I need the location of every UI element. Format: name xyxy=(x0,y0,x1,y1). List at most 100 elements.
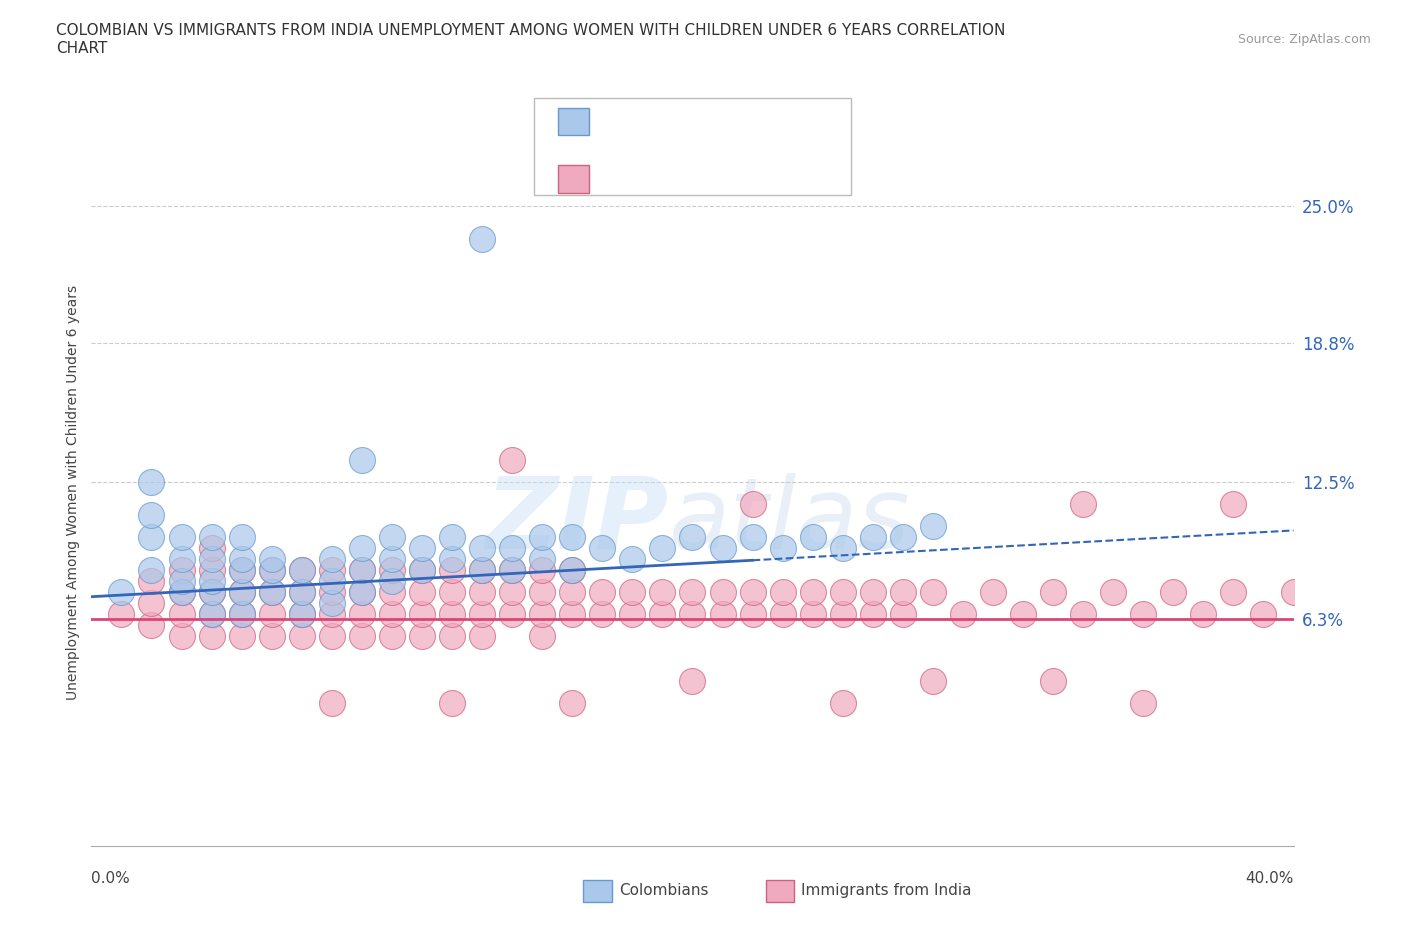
Point xyxy=(831,696,853,711)
Point xyxy=(350,585,373,600)
Point xyxy=(110,585,132,600)
Point xyxy=(1222,497,1244,512)
Point xyxy=(471,232,494,246)
Point xyxy=(141,474,163,489)
Point xyxy=(831,585,853,600)
Point xyxy=(260,629,283,644)
Point xyxy=(621,585,644,600)
Point xyxy=(561,530,583,545)
Point xyxy=(260,585,283,600)
Point xyxy=(231,563,253,578)
Text: atlas: atlas xyxy=(668,472,910,570)
Point xyxy=(201,629,224,644)
Point xyxy=(591,607,613,622)
Y-axis label: Unemployment Among Women with Children Under 6 years: Unemployment Among Women with Children U… xyxy=(66,286,80,700)
Point xyxy=(141,574,163,589)
Point xyxy=(381,607,404,622)
Point xyxy=(922,519,945,534)
Point xyxy=(621,607,644,622)
Point xyxy=(741,497,763,512)
Point xyxy=(531,551,554,566)
Point xyxy=(501,452,523,467)
Point xyxy=(471,585,494,600)
Point xyxy=(561,607,583,622)
Point xyxy=(201,551,224,566)
Point xyxy=(981,585,1004,600)
Point xyxy=(681,530,703,545)
Point xyxy=(891,585,914,600)
Point xyxy=(291,563,314,578)
Point xyxy=(321,629,343,644)
Point xyxy=(741,530,763,545)
Point xyxy=(291,607,314,622)
Point xyxy=(531,563,554,578)
Point xyxy=(922,585,945,600)
Point xyxy=(1253,607,1275,622)
Point xyxy=(891,530,914,545)
Point xyxy=(621,551,644,566)
Point xyxy=(231,607,253,622)
Point xyxy=(772,540,794,555)
Point xyxy=(501,607,523,622)
Point xyxy=(291,629,314,644)
Point xyxy=(321,563,343,578)
Point xyxy=(831,540,853,555)
Point xyxy=(561,696,583,711)
Point xyxy=(201,540,224,555)
Point xyxy=(831,607,853,622)
Point xyxy=(531,530,554,545)
Point xyxy=(201,607,224,622)
Point xyxy=(141,530,163,545)
Point xyxy=(440,696,463,711)
Point xyxy=(801,585,824,600)
Point xyxy=(291,585,314,600)
Point xyxy=(711,540,734,555)
Point xyxy=(531,629,554,644)
Point xyxy=(201,585,224,600)
Point xyxy=(411,629,433,644)
Point xyxy=(231,585,253,600)
Point xyxy=(381,530,404,545)
Point xyxy=(862,585,884,600)
Point xyxy=(772,607,794,622)
Point xyxy=(291,563,314,578)
Point xyxy=(681,585,703,600)
Point xyxy=(440,629,463,644)
Point xyxy=(381,574,404,589)
Point xyxy=(561,563,583,578)
Point xyxy=(862,607,884,622)
Point xyxy=(170,585,193,600)
Point xyxy=(1042,673,1064,688)
Point xyxy=(201,530,224,545)
Point xyxy=(291,585,314,600)
Point xyxy=(170,607,193,622)
Point xyxy=(350,563,373,578)
Point xyxy=(1102,585,1125,600)
Text: 40.0%: 40.0% xyxy=(1246,871,1294,886)
Point xyxy=(1282,585,1305,600)
Point xyxy=(651,585,673,600)
Point xyxy=(231,530,253,545)
Point xyxy=(231,563,253,578)
Point xyxy=(231,607,253,622)
Point xyxy=(201,585,224,600)
Point xyxy=(170,551,193,566)
Point xyxy=(1012,607,1035,622)
Point xyxy=(651,540,673,555)
Point xyxy=(260,551,283,566)
Point xyxy=(531,607,554,622)
Text: 0.0%: 0.0% xyxy=(91,871,131,886)
Point xyxy=(471,563,494,578)
Point xyxy=(501,563,523,578)
Point xyxy=(231,551,253,566)
Point xyxy=(651,607,673,622)
Point xyxy=(711,607,734,622)
Point xyxy=(471,540,494,555)
Point xyxy=(141,508,163,523)
Point xyxy=(350,607,373,622)
Point xyxy=(260,563,283,578)
Point xyxy=(201,563,224,578)
Point xyxy=(471,563,494,578)
Point xyxy=(681,607,703,622)
Text: Immigrants from India: Immigrants from India xyxy=(801,884,972,898)
